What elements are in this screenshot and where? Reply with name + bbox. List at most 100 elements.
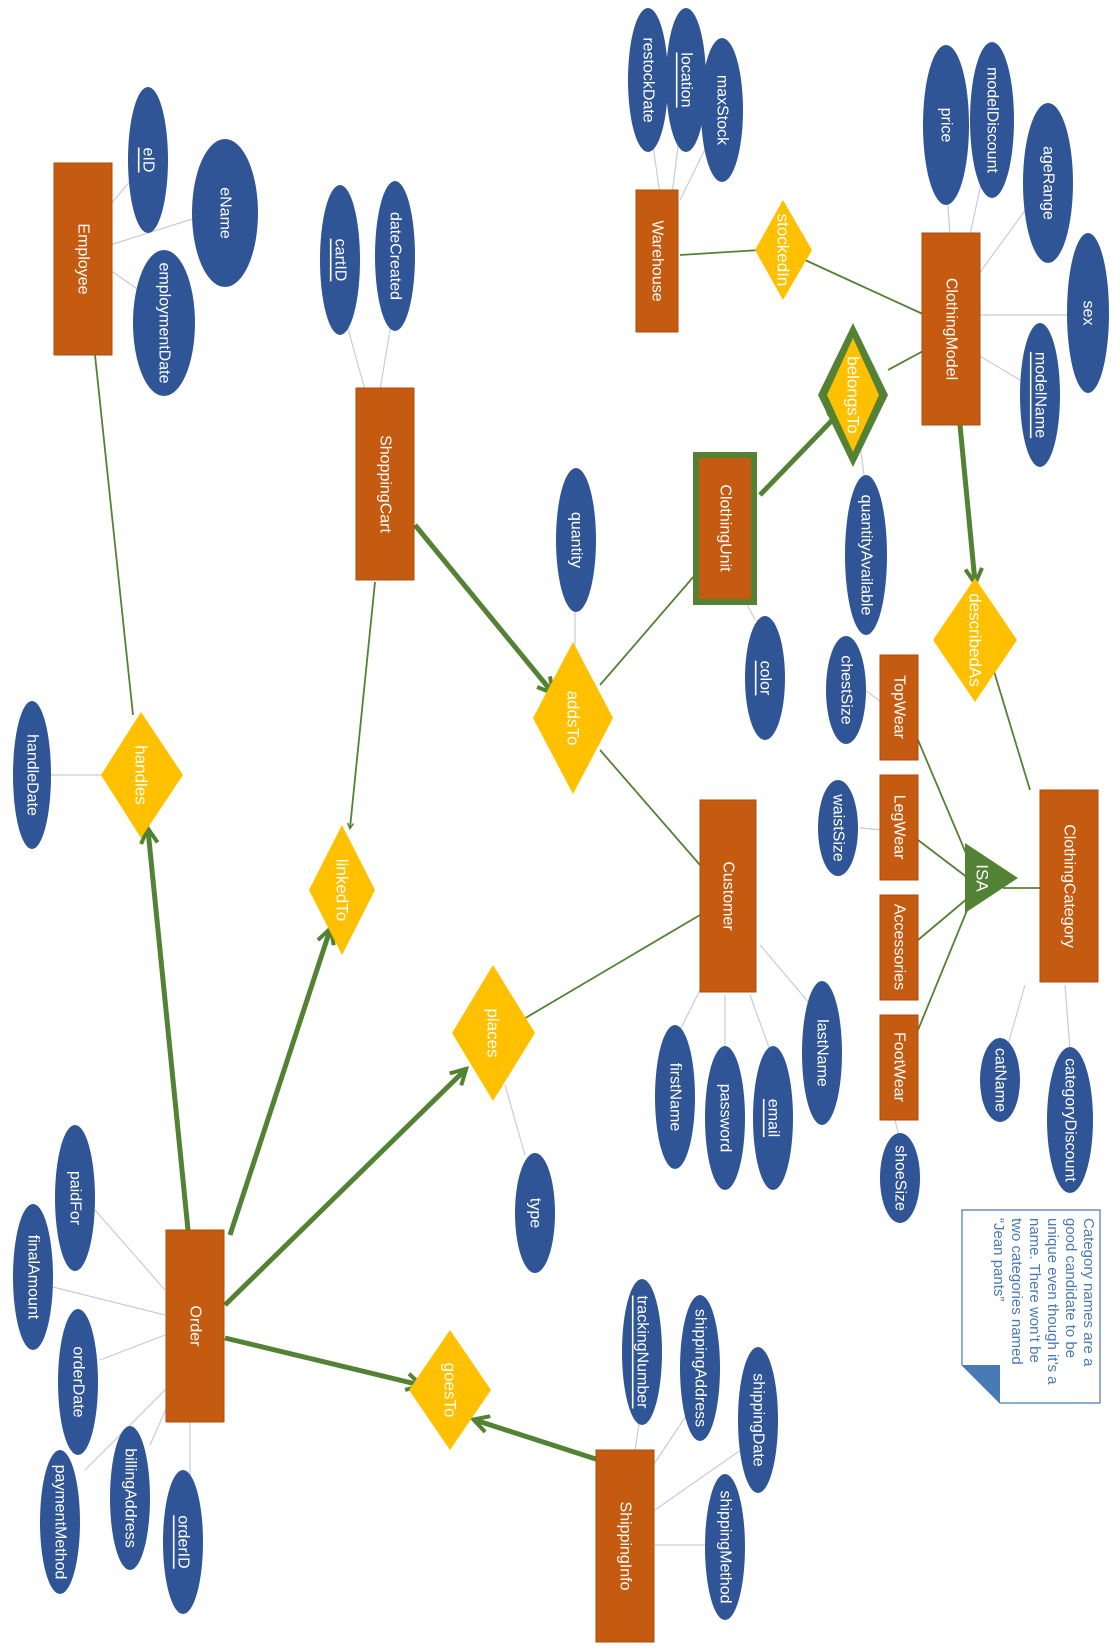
entity-shopping-cart-label: ShoppingCart <box>377 435 394 533</box>
rel-stocked-in-label: stockedIn <box>774 214 793 287</box>
attr-sex-label: sex <box>1080 301 1097 326</box>
entity-warehouse: Warehouse <box>635 189 679 333</box>
attr-quantity-available-label: quantityAvailable <box>858 495 875 616</box>
attr-order-id-label: orderID <box>175 1515 192 1568</box>
attr-shoe-size: shoeSize <box>880 1133 920 1223</box>
entity-leg-wear: LegWear <box>879 774 919 881</box>
attr-first-name: firstName <box>655 1025 695 1169</box>
entity-shopping-cart: ShoppingCart <box>355 387 415 581</box>
entity-accessories-label: Accessories <box>891 904 908 990</box>
arrow-shoppingcart-linkedto <box>350 581 376 828</box>
relationship-connectors <box>94 249 1040 1031</box>
attr-chest-size: chestSize <box>826 636 866 744</box>
arrow-shippinginfo-goesto <box>475 1420 606 1465</box>
entity-foot-wear: FootWear <box>879 1014 919 1121</box>
attr-billing-address: billingAddress <box>110 1426 150 1570</box>
rel-linked-to: linkedTo <box>309 825 375 955</box>
attr-paid-for-label: paidFor <box>67 1171 84 1226</box>
attr-last-name: lastName <box>802 981 842 1125</box>
arrow-order-places <box>223 1070 465 1307</box>
attr-final-amount-label: finalAmount <box>25 1235 42 1320</box>
attr-first-name-label: firstName <box>667 1063 684 1132</box>
note-line: good candidate to be <box>1062 1218 1079 1358</box>
note-line: “Jean pants” <box>990 1218 1007 1301</box>
entity-clothing-unit: ClothingUnit <box>693 452 757 605</box>
entity-top-wear: TopWear <box>879 654 919 761</box>
attr-restock-date-label: restockDate <box>640 37 657 122</box>
attr-order-id: orderID <box>163 1470 203 1614</box>
attr-max-stock-label: maxStock <box>714 75 731 146</box>
attr-chest-size-label: chestSize <box>838 655 855 724</box>
attr-tracking-number-label: trackingNumber <box>634 1296 651 1410</box>
attr-order-date: orderDate <box>58 1309 98 1455</box>
attr-handle-date: handleDate <box>13 701 51 849</box>
attr-waist-size-label: waistSize <box>830 793 847 862</box>
rel-stocked-in: stockedIn <box>755 200 812 300</box>
attr-shipping-method-label: shippingMethod <box>717 1491 734 1604</box>
rel-places: places <box>452 965 535 1101</box>
attr-final-amount: finalAmount <box>13 1204 53 1350</box>
attr-shipping-address-label: shippingAddress <box>692 1309 709 1427</box>
rel-described-as-label: describedAs <box>966 593 985 687</box>
attr-category-discount: categoryDiscount <box>1047 1047 1093 1193</box>
attr-model-name: modelName <box>1020 323 1060 467</box>
attr-cat-name-label: catName <box>992 1048 1009 1112</box>
entity-leg-wear-label: LegWear <box>891 795 908 860</box>
attr-ename-label: eName <box>217 187 234 239</box>
attr-employment-date: employmentDate <box>133 250 195 396</box>
attr-model-discount: modelDiscount <box>970 42 1014 198</box>
arrow-clothingmodel-describedas <box>957 424 975 582</box>
arrow-clothingunit-belongsto <box>758 410 842 497</box>
attr-billing-address-label: billingAddress <box>122 1448 139 1548</box>
attr-shipping-date-label: shippingDate <box>750 1373 767 1467</box>
rel-goes-to-label: goesTo <box>441 1363 460 1418</box>
entity-employee-label: Employee <box>75 223 92 294</box>
attr-ename: eName <box>192 139 258 287</box>
entity-shipping-info: ShippingInfo <box>595 1449 655 1643</box>
attr-quantity: quantity <box>556 468 596 612</box>
attr-last-name-label: lastName <box>814 1019 831 1087</box>
note-callout: Category names are a good candidate to b… <box>961 1209 1101 1404</box>
rel-places-label: places <box>484 1008 503 1057</box>
entity-customer: Customer <box>699 799 757 993</box>
arrow-order-linkedto <box>227 930 330 1236</box>
rel-linked-to-label: linkedTo <box>333 859 352 921</box>
cardinality-arrows <box>148 410 975 1465</box>
attr-password-label: password <box>717 1084 734 1152</box>
attr-age-range: ageRange <box>1023 103 1073 263</box>
rel-isa-label: ISA <box>973 864 992 892</box>
attr-category-discount-label: categoryDiscount <box>1062 1058 1079 1182</box>
attr-email-label: email <box>765 1099 782 1137</box>
attr-shoe-size-label: shoeSize <box>892 1145 909 1211</box>
attr-quantity-label: quantity <box>568 512 585 568</box>
attr-order-date-label: orderDate <box>70 1346 87 1417</box>
entity-order: Order <box>165 1229 225 1423</box>
entity-accessories: Accessories <box>879 894 919 1001</box>
arrow-order-goesto <box>224 1335 420 1385</box>
attr-age-range-label: ageRange <box>1040 146 1057 220</box>
rel-belongs-to-label: belongsTo <box>844 356 863 434</box>
arrow-order-handles <box>148 830 191 1231</box>
attr-location: location <box>666 8 706 152</box>
attr-price: price <box>923 45 969 205</box>
attr-password: password <box>705 1046 745 1190</box>
entity-clothing-unit-label: ClothingUnit <box>717 484 734 572</box>
attr-max-stock: maxStock <box>701 38 743 182</box>
entity-order-label: Order <box>187 1306 204 1348</box>
attr-color-label: color <box>757 661 774 696</box>
rel-described-as: describedAs <box>933 578 1017 702</box>
attr-date-created: dateCreated <box>375 181 415 331</box>
attr-model-discount-label: modelDiscount <box>984 67 1001 173</box>
rel-isa: ISA <box>965 843 1018 913</box>
attr-location-label: location <box>678 52 695 107</box>
attr-handle-date-label: handleDate <box>24 734 41 816</box>
entity-warehouse-label: Warehouse <box>649 220 666 301</box>
attr-tracking-number: trackingNumber <box>622 1279 662 1425</box>
attr-employment-date-label: employmentDate <box>156 263 173 384</box>
rel-belongs-to: belongsTo <box>818 323 888 467</box>
attr-payment-method: paymentMethod <box>40 1450 80 1594</box>
rel-goes-to: goesTo <box>409 1330 491 1450</box>
attr-date-created-label: dateCreated <box>387 212 404 300</box>
attr-color: color <box>745 616 785 740</box>
